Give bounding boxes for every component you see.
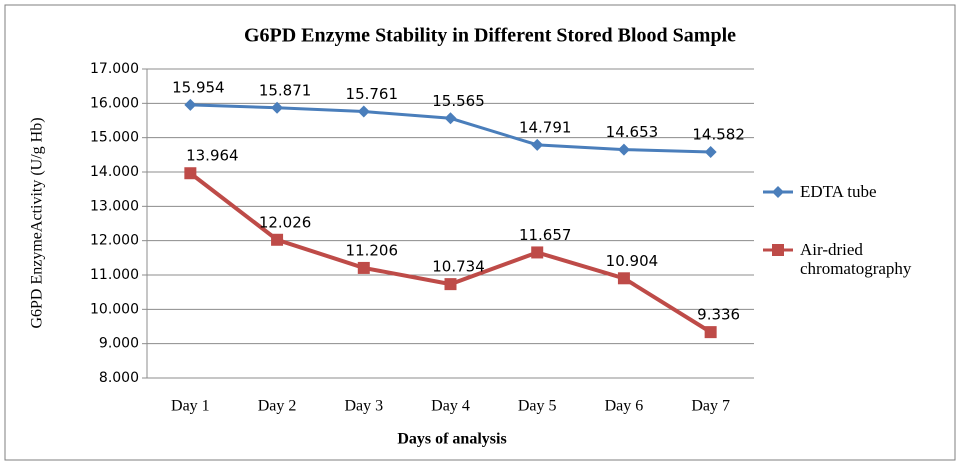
- data-label: 15.565: [432, 92, 485, 110]
- point: [444, 112, 457, 125]
- x-tick-label: Day 1: [171, 398, 210, 415]
- data-label: 13.964: [186, 147, 239, 165]
- y-tick-label: 8.000: [99, 370, 139, 386]
- x-tick-label: Day 2: [258, 398, 297, 415]
- point: [617, 272, 630, 285]
- data-label: 14.582: [692, 126, 745, 144]
- point: [531, 246, 544, 259]
- y-tick-label: 11.000: [90, 267, 139, 283]
- y-tick-label: 16.000: [90, 95, 139, 111]
- y-tick-label: 12.000: [90, 233, 139, 249]
- point: [271, 233, 284, 246]
- legend-label: Air-dried chromatography: [800, 240, 912, 278]
- x-tick-label: Day 5: [518, 398, 557, 415]
- point: [704, 326, 717, 339]
- data-label: 9.336: [697, 306, 740, 324]
- data-label: 14.791: [519, 118, 572, 136]
- legend-label: EDTA tube: [800, 182, 877, 201]
- x-tick-label: Day 4: [431, 398, 470, 415]
- data-label: 15.871: [259, 81, 312, 99]
- data-label: 11.657: [519, 226, 572, 244]
- point: [271, 101, 284, 114]
- y-axis-title: G6PD EnzymeActivity (U/g Hb): [29, 117, 46, 328]
- x-tick-label: Day 3: [344, 398, 383, 415]
- point: [184, 98, 197, 111]
- chart-title: G6PD Enzyme Stability in Different Store…: [244, 25, 736, 47]
- data-label: 14.653: [606, 123, 659, 141]
- x-tick-label: Day 7: [691, 398, 730, 415]
- y-tick-label: 13.000: [90, 198, 139, 214]
- data-label: 12.026: [259, 213, 312, 231]
- y-tick-label: 10.000: [90, 301, 139, 317]
- y-tick-label: 14.000: [90, 164, 139, 180]
- point: [184, 167, 197, 180]
- point: [617, 143, 630, 156]
- point: [531, 138, 544, 151]
- data-label: 11.206: [346, 241, 399, 259]
- point: [357, 261, 370, 274]
- y-tick-label: 17.000: [90, 61, 139, 77]
- y-tick-label: 9.000: [99, 336, 139, 352]
- point: [772, 186, 784, 198]
- point: [772, 244, 784, 256]
- point: [357, 105, 370, 118]
- data-label: 10.734: [432, 258, 485, 276]
- point: [444, 278, 457, 291]
- y-tick-label: 15.000: [90, 130, 139, 146]
- data-label: 10.904: [606, 252, 659, 270]
- point: [704, 146, 717, 159]
- x-tick-label: Day 6: [605, 398, 644, 415]
- x-axis-title: Days of analysis: [397, 431, 506, 448]
- chart-border: [4, 4, 956, 461]
- data-label: 15.954: [172, 78, 225, 96]
- data-label: 15.761: [346, 85, 399, 103]
